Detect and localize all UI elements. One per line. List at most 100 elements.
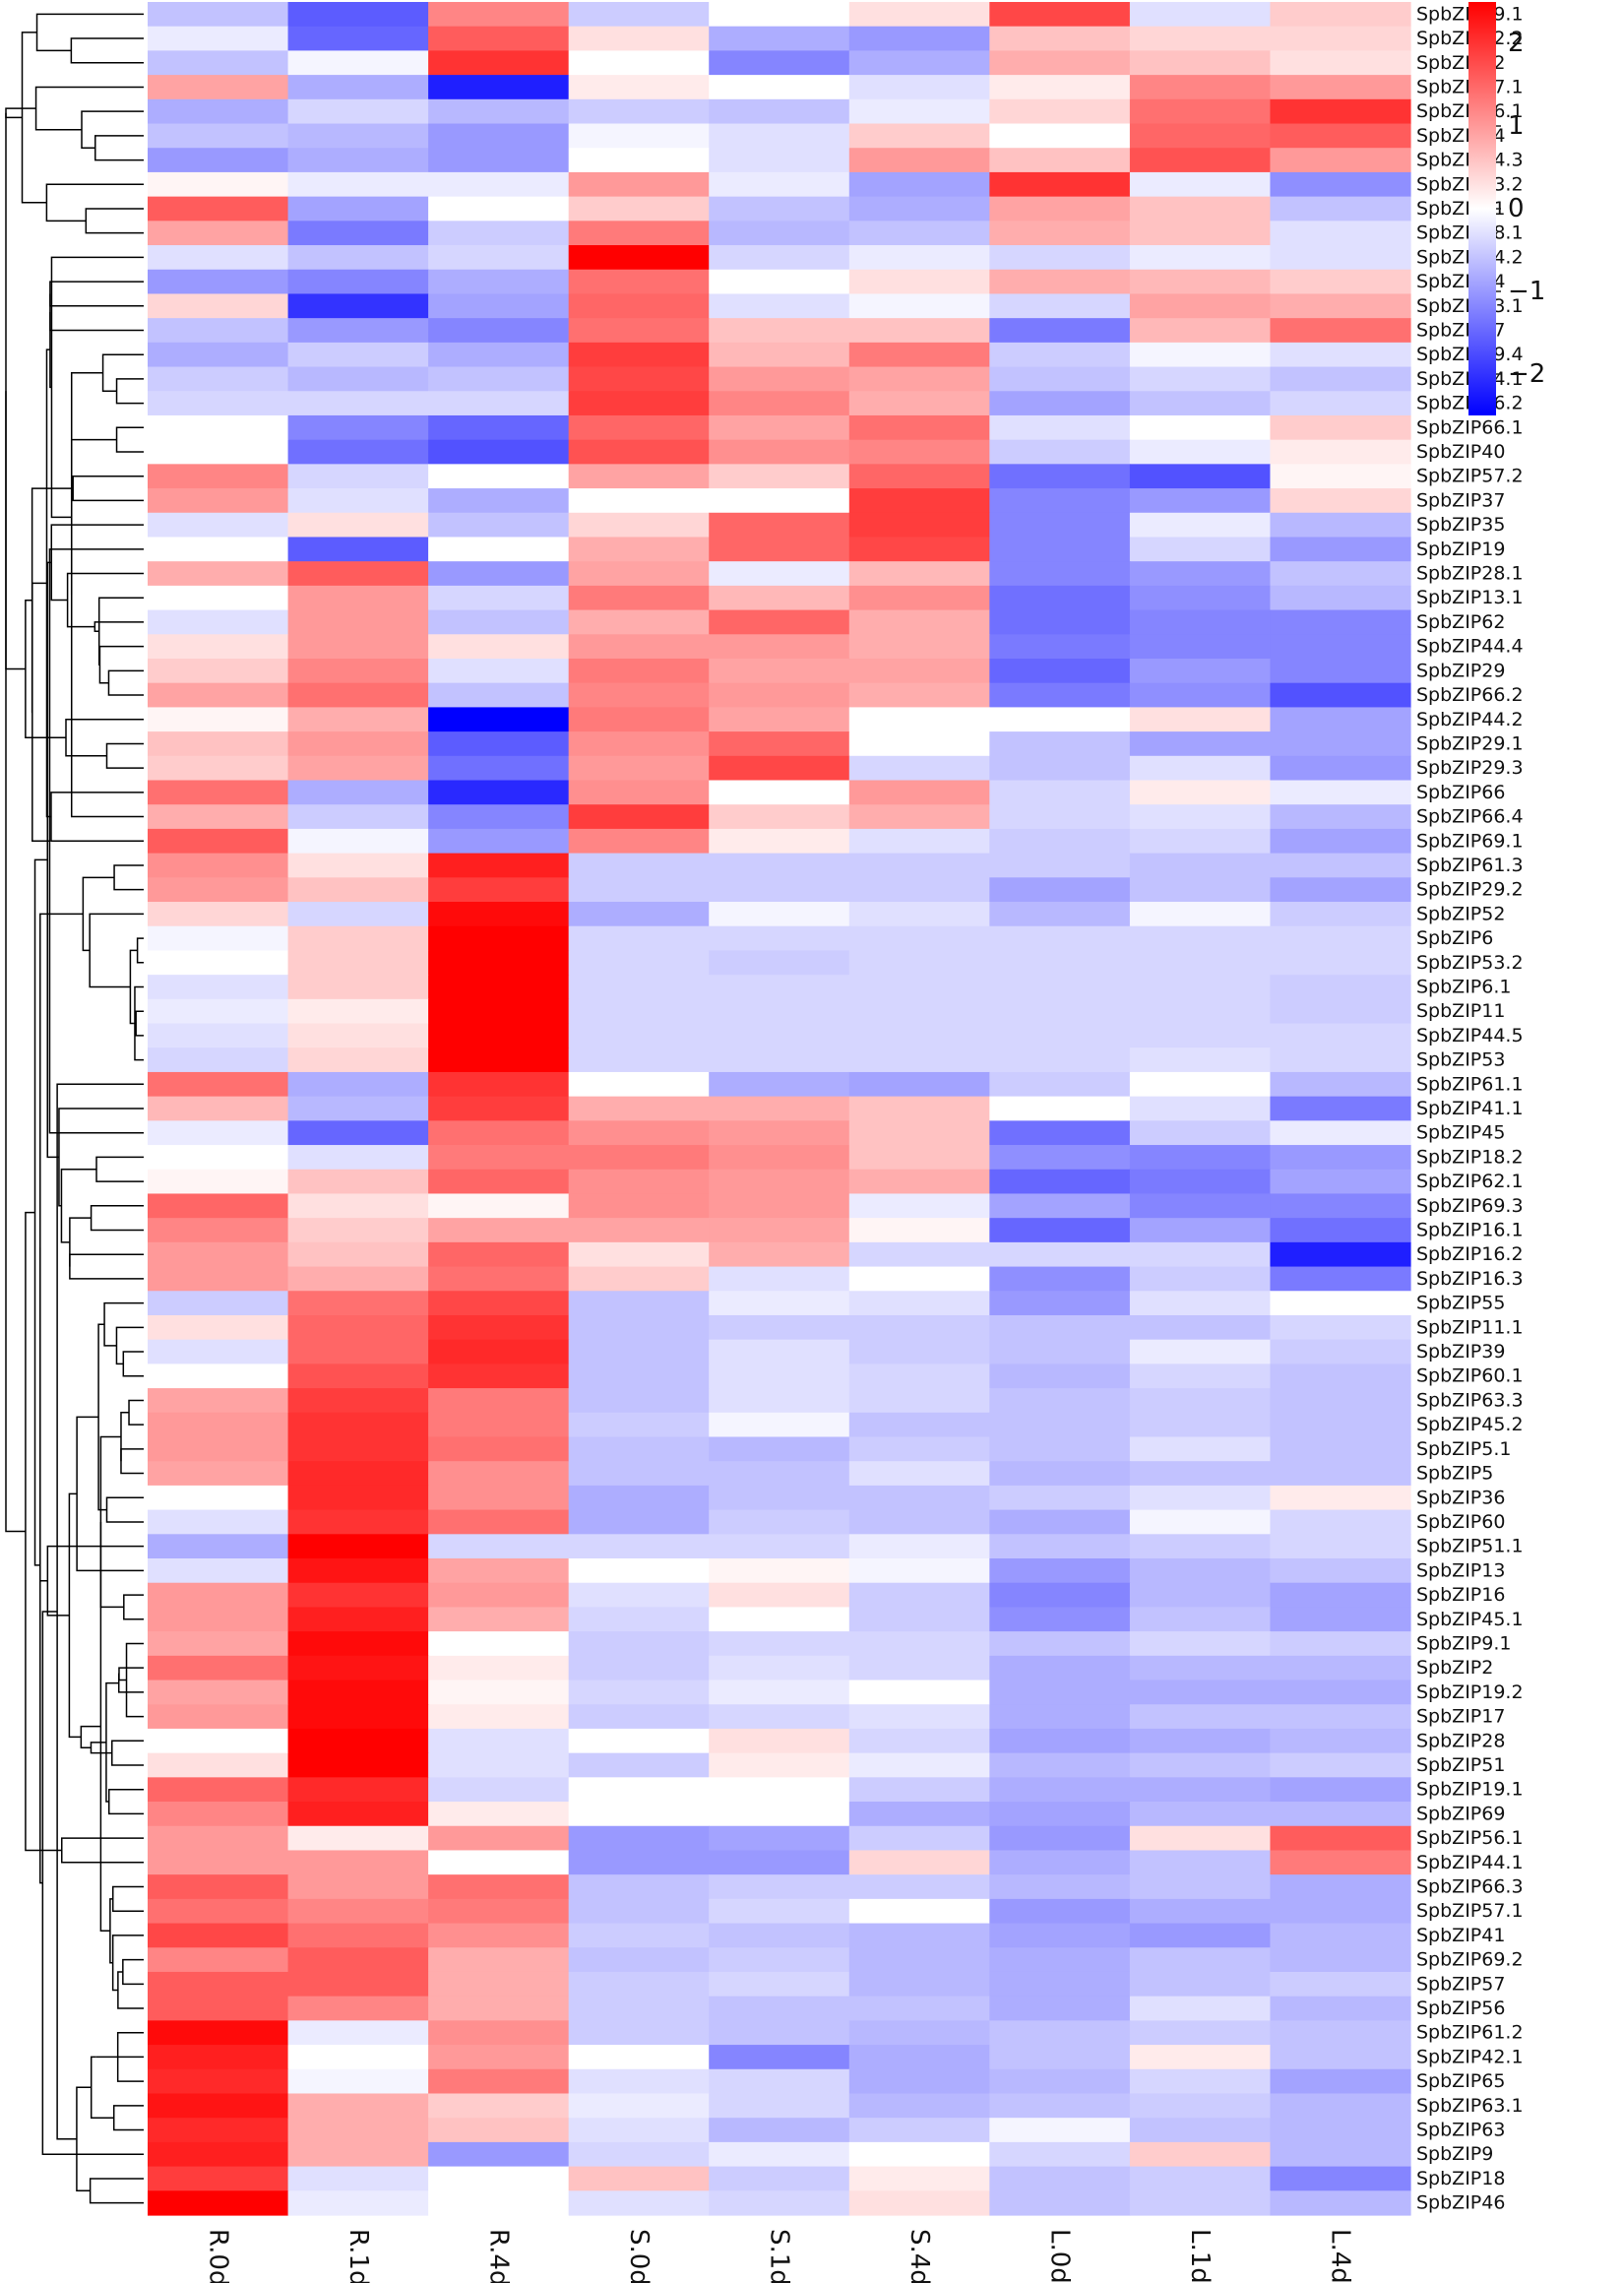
heatmap-cell — [1270, 366, 1411, 392]
heatmap-cell — [848, 780, 990, 805]
heatmap-cell — [989, 1898, 1131, 1925]
heatmap-cell — [1270, 828, 1411, 855]
dendrogram-branch — [107, 669, 144, 696]
heatmap-cell — [568, 707, 710, 732]
heatmap-cell — [1270, 731, 1411, 757]
heatmap-cell — [428, 123, 570, 149]
heatmap-cell — [287, 1947, 429, 1973]
heatmap-cell — [148, 1120, 289, 1146]
row-label: SpbZIP5.1 — [1416, 1438, 1511, 1460]
heatmap-cell — [1270, 26, 1411, 51]
heatmap-cell — [1129, 2045, 1272, 2070]
heatmap-cell — [709, 1996, 850, 2021]
heatmap-cell — [287, 1266, 429, 1292]
column-label: R.4d — [483, 2229, 513, 2283]
heatmap-cell — [989, 2, 1131, 28]
row-label: SpbZIP60 — [1416, 1511, 1505, 1533]
heatmap-cell — [428, 1388, 570, 1414]
heatmap-cell — [848, 1947, 990, 1973]
heatmap-cell — [709, 707, 850, 732]
heatmap-cell — [287, 1728, 429, 1754]
heatmap-cell — [428, 561, 570, 587]
heatmap-cell — [287, 950, 429, 976]
heatmap-cell — [287, 1534, 429, 1559]
heatmap-cell — [989, 1120, 1131, 1146]
heatmap-cell — [1270, 391, 1411, 416]
row-label: SpbZIP62 — [1416, 611, 1505, 633]
row-label: SpbZIP6.1 — [1416, 976, 1511, 997]
row-label: SpbZIP36 — [1416, 1487, 1505, 1508]
heatmap-cell — [848, 1802, 990, 1827]
heatmap-cell — [148, 196, 289, 222]
heatmap-cell — [1270, 293, 1411, 319]
heatmap-cell — [568, 925, 710, 952]
heatmap-cell — [848, 2, 990, 28]
heatmap-cell — [1129, 2141, 1272, 2168]
heatmap-cell — [848, 1461, 990, 1487]
heatmap-cell — [848, 975, 990, 1000]
heatmap-cell — [989, 1825, 1131, 1852]
heatmap-cell — [568, 780, 710, 805]
dendrogram-branch — [65, 719, 144, 757]
heatmap-cell — [287, 1752, 429, 1778]
heatmap-cell — [1270, 1704, 1411, 1730]
heatmap-cell — [148, 2118, 289, 2143]
heatmap-cell — [1270, 269, 1411, 295]
heatmap-cell — [148, 512, 289, 539]
heatmap-cell — [1270, 342, 1411, 368]
heatmap-cell — [1129, 2, 1272, 28]
heatmap-cell — [148, 877, 289, 903]
row-label: SpbZIP16.1 — [1416, 1220, 1524, 1241]
heatmap-cell — [1270, 780, 1411, 805]
heatmap-cell — [148, 366, 289, 392]
heatmap-cell — [848, 561, 990, 587]
dendrogram-branch — [107, 1788, 144, 1815]
dendrogram-branch — [49, 281, 144, 307]
dendrogram-branch — [85, 208, 144, 234]
row-label: SpbZIP19.1 — [1416, 1779, 1524, 1801]
heatmap-cell — [989, 318, 1131, 344]
dendrogram-branch — [76, 2086, 92, 2192]
heatmap-cell — [148, 1363, 289, 1389]
heatmap-cell — [287, 1388, 429, 1414]
heatmap-cell — [709, 366, 850, 392]
heatmap-cell — [1270, 1534, 1411, 1559]
heatmap-cell — [709, 26, 850, 51]
heatmap-cell — [1270, 1388, 1411, 1414]
row-label: SpbZIP69.1 — [1416, 830, 1524, 852]
heatmap-cell — [1129, 1704, 1272, 1730]
heatmap-cell — [148, 1485, 289, 1511]
heatmap-cell — [989, 2093, 1131, 2119]
heatmap-cell — [1129, 2068, 1272, 2095]
heatmap-cell — [709, 998, 850, 1025]
heatmap-cell — [568, 123, 710, 149]
heatmap-cell — [1129, 1874, 1272, 1900]
row-label: SpbZIP42.1 — [1416, 2046, 1524, 2067]
heatmap-cell — [287, 1314, 429, 1341]
dendrogram-branch — [33, 858, 48, 1566]
heatmap-cell — [287, 755, 429, 782]
heatmap-cell — [1270, 1363, 1411, 1389]
heatmap-cell — [709, 1802, 850, 1827]
heatmap-cell — [709, 1120, 850, 1146]
heatmap-cell — [989, 464, 1131, 489]
heatmap-cell — [1129, 196, 1272, 222]
row-label: SpbZIP63.1 — [1416, 2095, 1524, 2117]
row-label: SpbZIP46 — [1416, 2192, 1505, 2214]
heatmap-cell — [989, 975, 1131, 1000]
heatmap-cell — [428, 221, 570, 246]
heatmap-cell — [989, 2141, 1131, 2168]
row-label: SpbZIP28.1 — [1416, 563, 1524, 585]
heatmap-cell — [989, 755, 1131, 782]
heatmap-cell — [848, 731, 990, 757]
heatmap-cell — [428, 804, 570, 830]
heatmap-cell — [989, 902, 1131, 927]
heatmap-cell — [428, 1631, 570, 1657]
row-label: SpbZIP57.1 — [1416, 1900, 1524, 1922]
heatmap-cell — [568, 1412, 710, 1438]
heatmap-cell — [287, 1971, 429, 1998]
heatmap-cell — [848, 148, 990, 173]
heatmap-cell — [428, 707, 570, 732]
heatmap-cell — [148, 828, 289, 855]
